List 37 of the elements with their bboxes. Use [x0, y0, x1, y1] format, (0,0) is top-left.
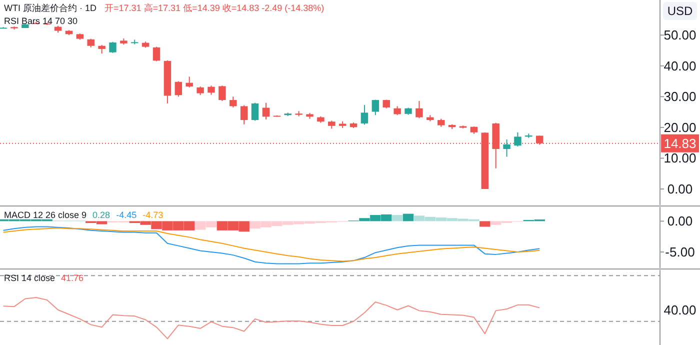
candlestick — [152, 46, 160, 62]
annotation: 0.28 — [92, 210, 110, 220]
candlestick — [186, 76, 193, 88]
text: 41.76 — [61, 273, 84, 283]
candlestick — [416, 100, 423, 119]
chart-title: MACD 12 26 close 9 — [4, 210, 87, 220]
y-tick-label: 40.00 — [664, 58, 696, 74]
y-tick-label: 50.00 — [664, 28, 696, 43]
candlestick — [230, 96, 237, 108]
candlestick — [514, 132, 522, 148]
candlestick — [240, 104, 248, 125]
candlestick — [208, 85, 215, 96]
y-tick-label: 0.00 — [667, 181, 693, 196]
chart-title: RSI 14 close — [4, 273, 56, 283]
candlestick — [360, 104, 368, 126]
annotation: 开=17.31 高=17.31 低=14.39 收=14.83 -2.49 (-14.38%) — [104, 3, 324, 13]
bar — [392, 215, 403, 222]
candlestick — [262, 102, 270, 120]
candlestick — [251, 102, 259, 122]
y-tick-label: 0.00 — [667, 214, 693, 229]
ref-line-label: 14.83 — [664, 136, 696, 151]
y-tick-label: -5.00 — [665, 244, 695, 260]
annotation: -4.73 — [142, 210, 164, 220]
y-tick-label: 20.00 — [664, 120, 696, 135]
bar — [480, 221, 490, 227]
candlestick — [174, 80, 182, 98]
chart-title: WTI 原油差价合约 · 1D — [4, 3, 97, 13]
y-tick-label: 10.00 — [664, 150, 696, 166]
candlestick — [372, 99, 380, 116]
annotation: -4.45 — [116, 210, 137, 220]
candlestick — [109, 41, 116, 54]
text: USD — [667, 4, 693, 18]
bar — [402, 214, 414, 222]
annotation: RSI Bars 14 70 30 — [4, 16, 78, 26]
y-tick-label: 30.00 — [664, 89, 696, 104]
candlestick — [218, 85, 226, 102]
candlestick — [503, 138, 510, 158]
